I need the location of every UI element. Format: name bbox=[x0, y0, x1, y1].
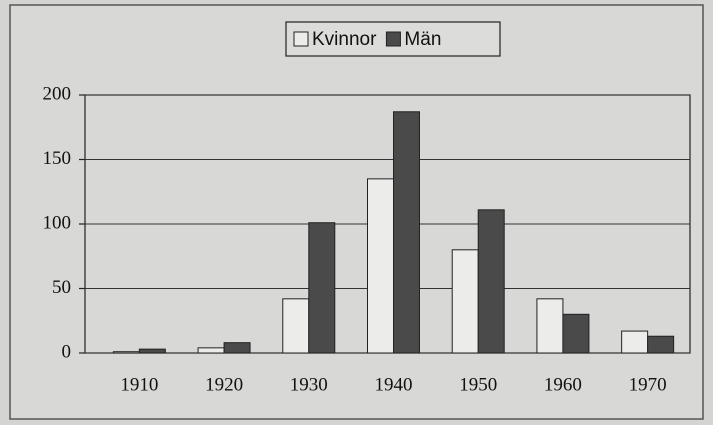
bar bbox=[367, 178, 394, 354]
x-tick-label: 1930 bbox=[290, 374, 328, 395]
x-tick-label: 1970 bbox=[629, 374, 667, 395]
bar bbox=[223, 342, 251, 354]
x-tick-label: 1940 bbox=[375, 374, 413, 395]
bar bbox=[647, 335, 675, 354]
y-tick-label: 150 bbox=[43, 148, 72, 169]
x-tick-label: 1910 bbox=[120, 374, 158, 395]
x-tick-label: 1950 bbox=[459, 374, 497, 395]
bar bbox=[282, 298, 310, 354]
bar bbox=[621, 330, 649, 354]
legend-label: Män bbox=[404, 29, 441, 50]
x-tick-label: 1960 bbox=[544, 374, 582, 395]
legend-swatch bbox=[293, 31, 309, 47]
y-tick-label: 100 bbox=[43, 212, 72, 233]
y-tick-label: 0 bbox=[62, 341, 72, 362]
bar bbox=[477, 209, 505, 354]
bar bbox=[112, 351, 140, 354]
legend-label: Kvinnor bbox=[312, 29, 377, 50]
legend-swatch bbox=[385, 31, 401, 47]
bar bbox=[308, 222, 336, 354]
bar bbox=[138, 348, 166, 354]
bar bbox=[451, 249, 479, 354]
bar bbox=[197, 347, 225, 354]
bar bbox=[393, 111, 420, 354]
y-tick-label: 200 bbox=[43, 83, 72, 104]
bar bbox=[562, 313, 590, 354]
bar bbox=[536, 298, 564, 354]
x-tick-label: 1920 bbox=[205, 374, 243, 395]
y-tick-label: 50 bbox=[52, 277, 71, 298]
